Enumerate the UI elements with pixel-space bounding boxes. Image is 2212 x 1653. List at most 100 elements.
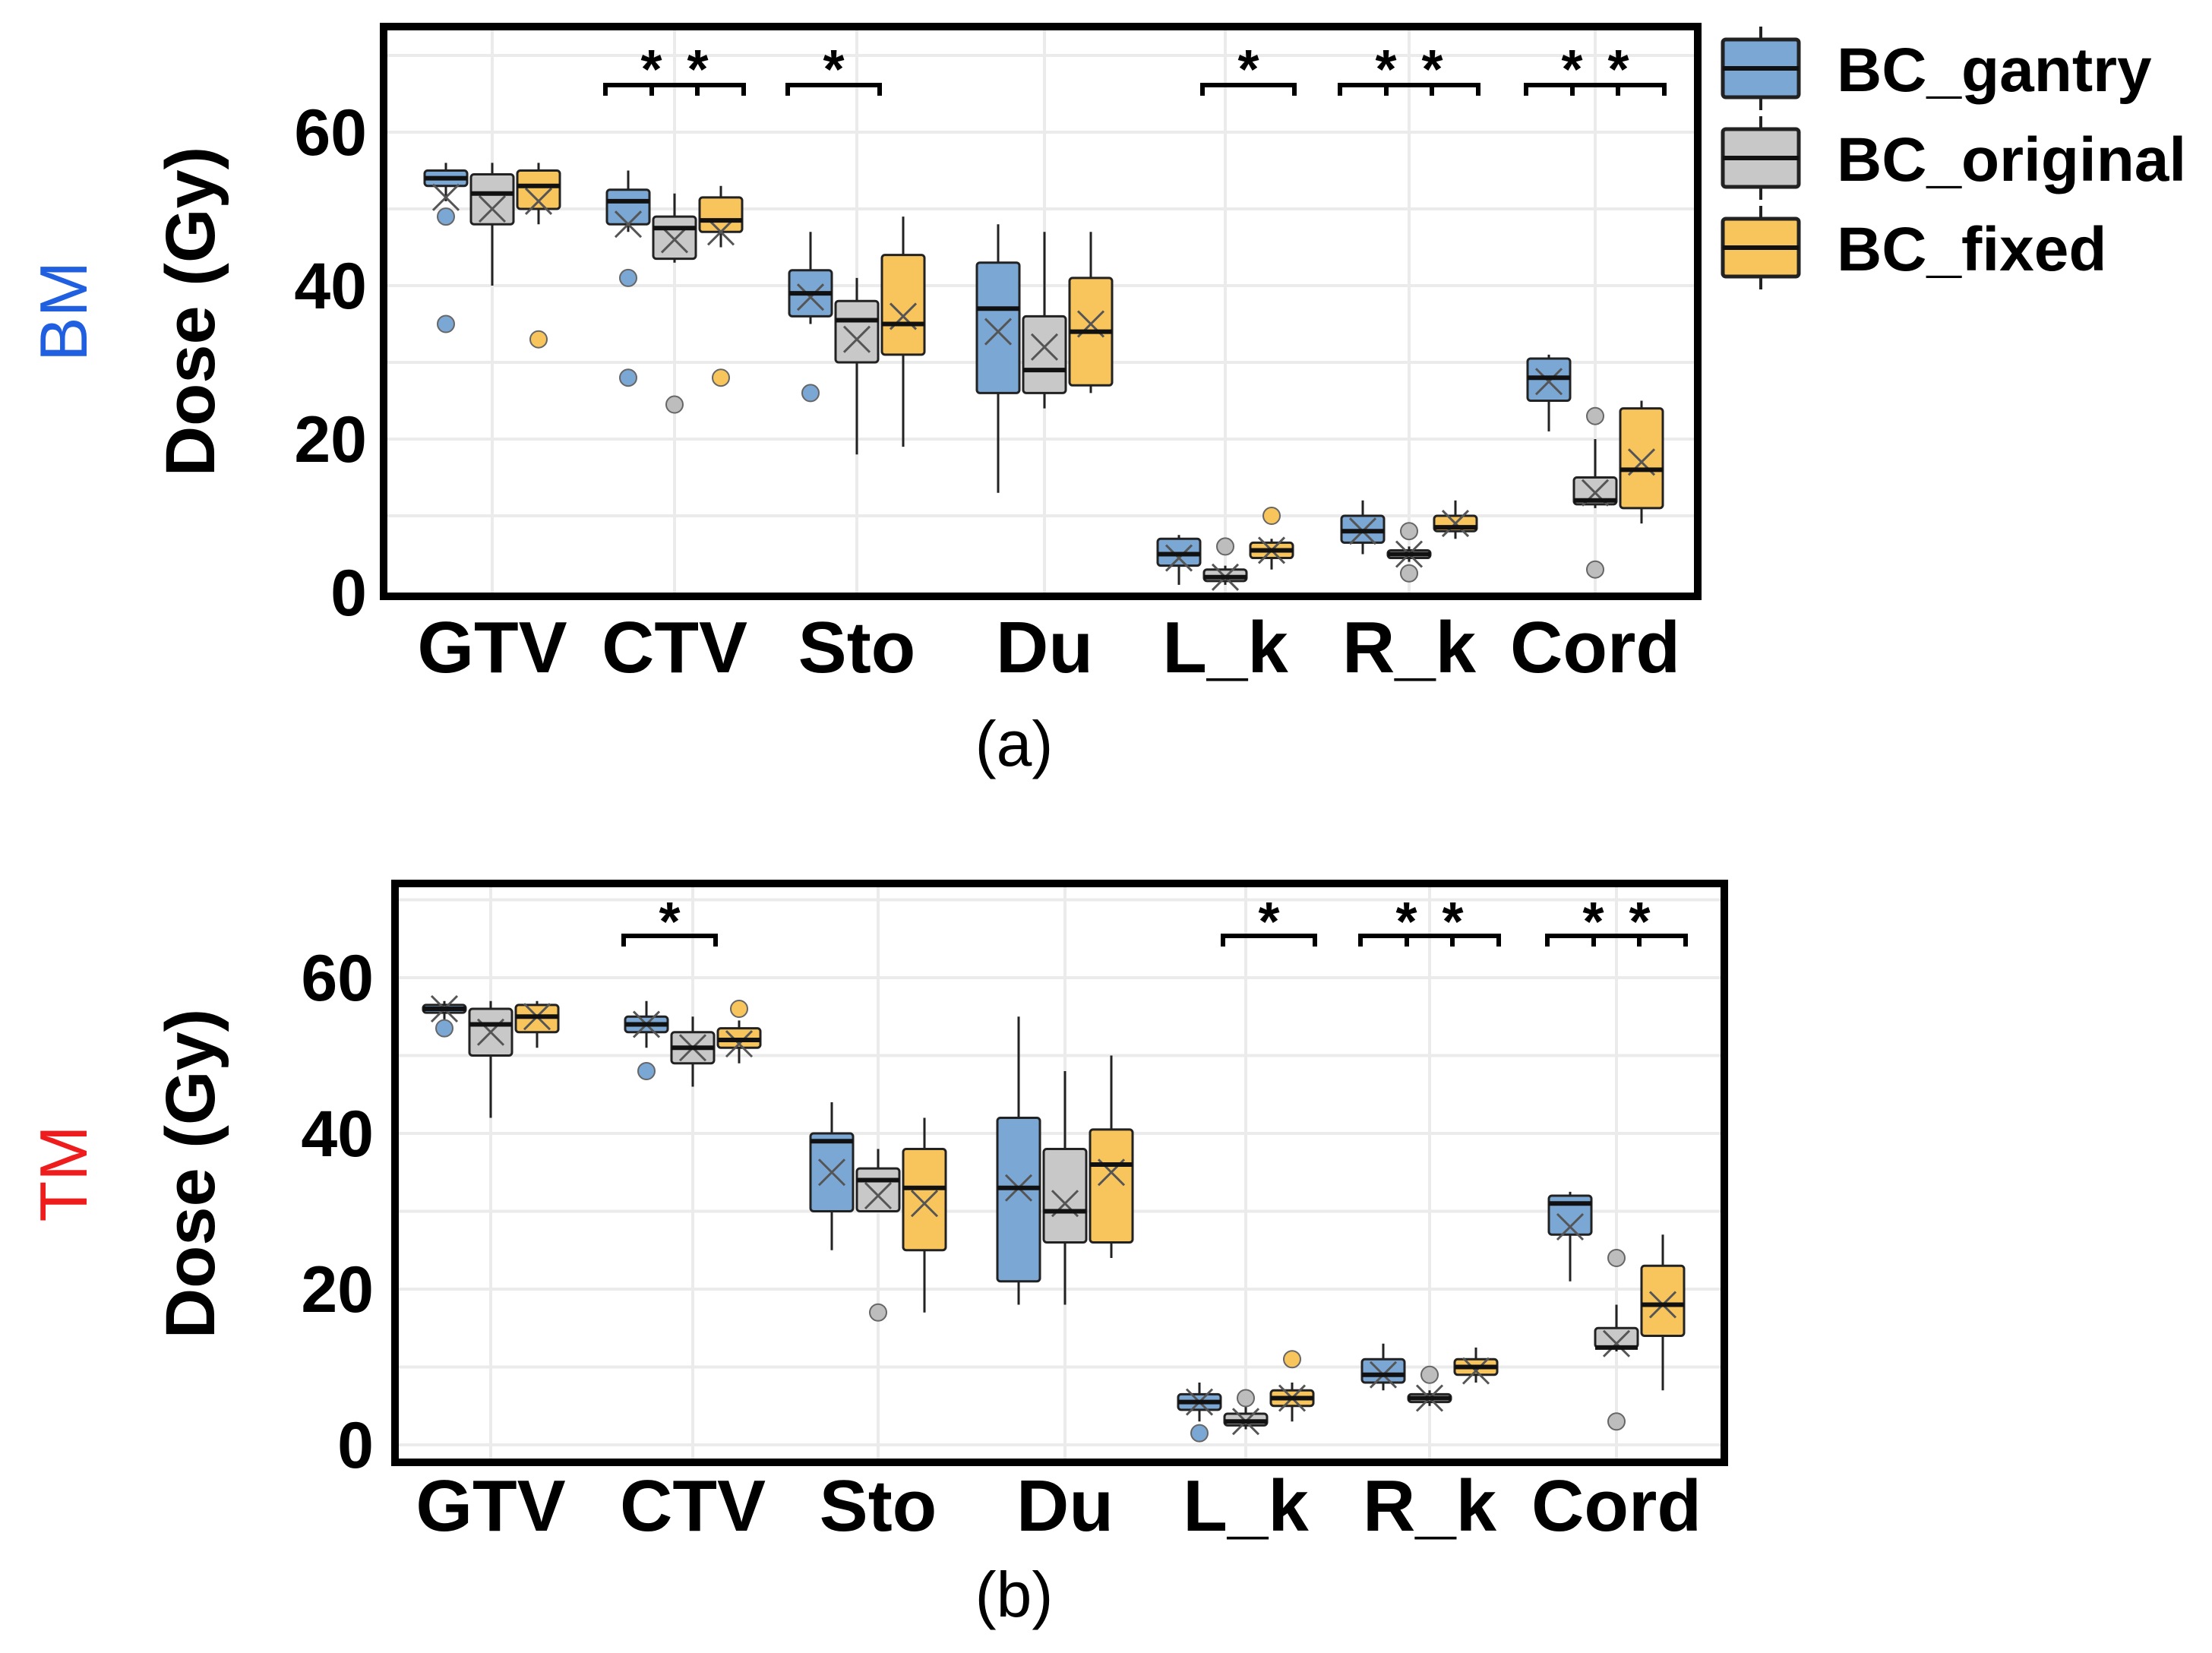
box-BC_gantry <box>1360 1343 1406 1391</box>
y-tick-label: 20 <box>294 403 367 476</box>
box-BC_gantry <box>1526 354 1572 431</box>
mean-marker <box>614 210 643 239</box>
box-BC_fixed <box>1619 400 1664 524</box>
y-tick-label: 40 <box>301 1098 374 1171</box>
legend-label: BC_fixed <box>1837 215 2106 284</box>
y-tick-label: 20 <box>301 1253 374 1326</box>
box-BC_gantry <box>809 1102 855 1250</box>
outlier-point <box>712 368 730 387</box>
significance-star: * <box>1421 40 1443 100</box>
significance-star: * <box>1607 40 1629 100</box>
box-BC_original <box>1386 522 1432 583</box>
x-tick-label: Du <box>996 607 1093 688</box>
significance-a: * * * * * * * * <box>603 40 1667 100</box>
outlier-point <box>619 368 637 387</box>
box-iqr <box>469 173 515 226</box>
outlier-point <box>619 268 637 287</box>
box-BC_fixed <box>516 163 561 349</box>
box-BC_original <box>1022 232 1067 409</box>
y-ticks-a: 0 20 40 60 <box>294 96 367 630</box>
box-BC_gantry <box>423 163 469 333</box>
mean-marker <box>1462 1357 1490 1385</box>
significance-bracket <box>649 83 746 96</box>
box-iqr <box>834 299 880 364</box>
outlier-point <box>801 384 820 403</box>
y-tick-label: 60 <box>294 96 367 169</box>
outlier-point <box>1262 507 1281 525</box>
legend-item: BC_original <box>1721 116 2186 200</box>
box-BC_original <box>1042 1071 1088 1305</box>
outlier-point <box>1190 1424 1209 1443</box>
box-iqr <box>1022 314 1067 394</box>
significance-star: * <box>1629 892 1650 953</box>
mean-marker <box>1534 368 1563 396</box>
outlier-point <box>1400 522 1418 541</box>
box-iqr <box>605 188 651 226</box>
box-BC_original <box>1594 1249 1639 1431</box>
legend-item: BC_gantry <box>1721 27 2152 110</box>
x-tick-label: GTV <box>417 607 567 688</box>
significance-bracket <box>1570 83 1667 96</box>
significance-b: * * * * * * <box>621 892 1688 953</box>
significance-bracket <box>1384 83 1480 96</box>
x-ticks-a: GTV CTV Sto Du L_k R_k Cord <box>417 607 1680 688</box>
box-BC_gantry <box>422 994 467 1038</box>
box-BC_fixed <box>1640 1234 1686 1391</box>
box-BC_fixed <box>1249 507 1294 570</box>
mean-marker <box>524 187 553 215</box>
box-iqr <box>1089 1128 1134 1244</box>
grid-b <box>399 887 1721 1459</box>
x-tick-label: Cord <box>1531 1465 1702 1547</box>
x-tick-label: CTV <box>620 1465 766 1547</box>
x-tick-label: Du <box>1016 1465 1114 1547</box>
box-BC_fixed <box>1433 500 1478 539</box>
box-BC_gantry <box>1156 535 1202 585</box>
outlier-point <box>1400 564 1418 583</box>
box-BC_fixed <box>1068 232 1114 393</box>
box-BC_gantry <box>788 232 833 403</box>
mean-marker <box>1441 510 1470 538</box>
x-tick-label: L_k <box>1183 1465 1309 1547</box>
outlier-point <box>435 1019 453 1038</box>
box-BC_fixed <box>698 185 744 387</box>
significance-bracket <box>785 83 882 96</box>
box-BC_original <box>1407 1365 1452 1412</box>
row-label-tm: TM <box>26 1125 101 1222</box>
panel-label-b: (b) <box>975 1559 1054 1630</box>
mean-marker <box>660 226 689 254</box>
legend-label: BC_original <box>1837 125 2186 194</box>
outlier-point <box>665 395 684 414</box>
box-iqr <box>698 196 744 233</box>
mean-marker <box>910 1190 939 1218</box>
mean-marker <box>725 1030 754 1058</box>
x-tick-label: GTV <box>416 1465 565 1547</box>
mean-marker <box>1556 1212 1585 1241</box>
box-BC_fixed <box>514 1000 560 1048</box>
box-iqr <box>1619 407 1664 510</box>
box-iqr <box>652 215 697 261</box>
box-BC_gantry <box>1547 1191 1593 1282</box>
y-ticks-b: 0 20 40 60 <box>301 942 374 1482</box>
outlier-point <box>1283 1350 1301 1369</box>
box-BC_fixed <box>1089 1055 1134 1258</box>
mean-marker <box>796 283 825 311</box>
mean-marker <box>431 183 460 211</box>
outlier-point <box>1586 560 1604 579</box>
x-tick-label: L_k <box>1162 607 1288 688</box>
outlier-point <box>730 1000 748 1018</box>
box-BC_gantry <box>605 170 651 387</box>
significance-star: * <box>659 892 680 953</box>
box-BC_fixed <box>1453 1347 1499 1385</box>
significance-bracket <box>1200 83 1297 96</box>
x-tick-label: R_k <box>1363 1465 1497 1547</box>
legend-item: BC_fixed <box>1721 206 2106 289</box>
box-BC_gantry <box>624 1000 669 1080</box>
significance-star: * <box>1258 892 1279 953</box>
outlier-point <box>1607 1412 1626 1431</box>
mean-marker <box>1030 333 1059 361</box>
mean-marker <box>984 318 1013 346</box>
box-iqr <box>516 169 561 210</box>
outlier-point <box>637 1062 656 1080</box>
